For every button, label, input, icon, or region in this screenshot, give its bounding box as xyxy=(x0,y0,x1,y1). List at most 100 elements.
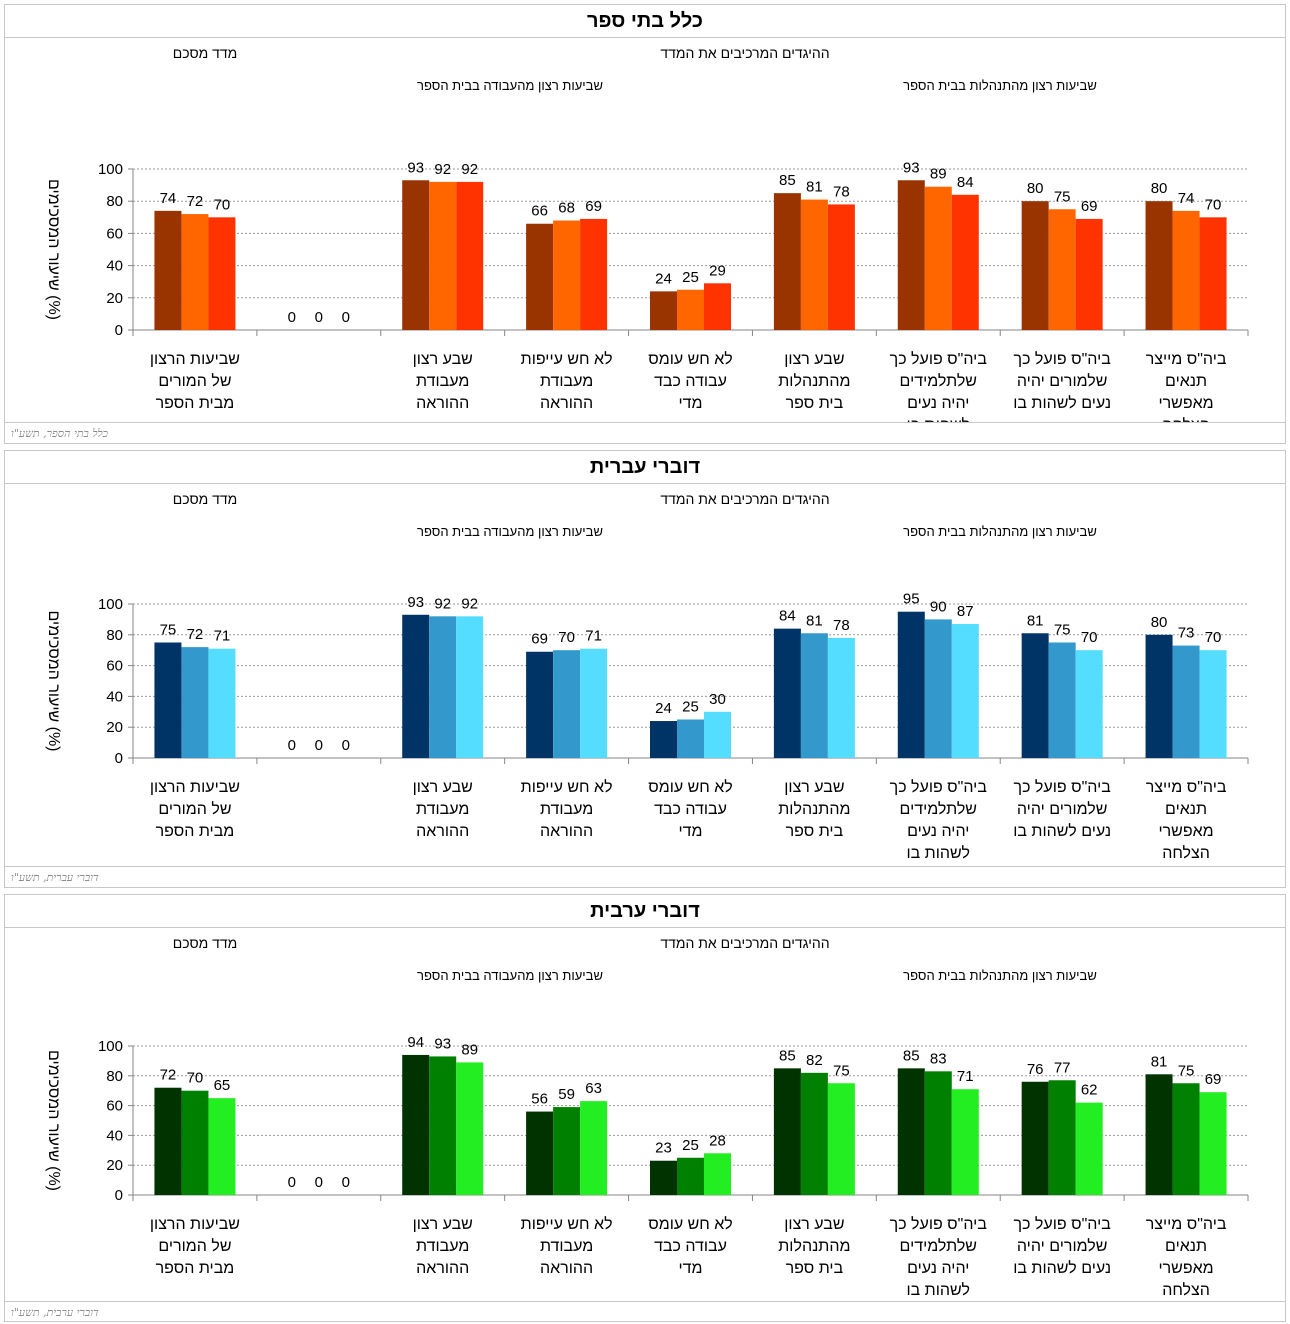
y-tick-label: 80 xyxy=(106,1068,123,1085)
x-category-label: לשהות בו xyxy=(907,844,971,862)
x-category-label: ההוראה xyxy=(416,823,469,840)
bar-series-2 xyxy=(429,1056,457,1195)
data-label: 81 xyxy=(1027,612,1044,629)
bar-series-1 xyxy=(897,180,925,330)
x-category-label: ההוראה xyxy=(416,395,469,412)
bar-series-3 xyxy=(1199,217,1227,330)
data-label: 84 xyxy=(779,608,796,625)
bar-series-2 xyxy=(553,1107,581,1195)
data-label: 72 xyxy=(187,626,204,643)
y-tick-label: 60 xyxy=(106,225,123,242)
data-label: 70 xyxy=(187,1070,204,1087)
x-category-label: ביה"ס מייצר xyxy=(1146,351,1227,368)
bar-series-2 xyxy=(677,289,704,330)
data-label: 81 xyxy=(806,179,823,196)
data-label: 73 xyxy=(1178,625,1195,642)
data-label: 93 xyxy=(407,594,424,611)
x-category-label: נעים לשהות בו xyxy=(1013,1259,1111,1277)
data-label: 75 xyxy=(833,1062,850,1079)
bar-chart-all-schools: מדד מסכם ההיגדים המרכיבים את המדד שביעות ר… xyxy=(45,45,1249,422)
x-category-label: ביה"ס מייצר xyxy=(1146,1216,1227,1233)
x-category-label: לא חש עומס xyxy=(648,350,733,368)
y-tick-label: 40 xyxy=(106,1127,123,1144)
data-label: 25 xyxy=(682,269,699,286)
data-label: 56 xyxy=(531,1091,548,1108)
management-satisfaction-header: שביעות רצון מהתנהלות בבית הספר xyxy=(903,78,1097,93)
data-label: 80 xyxy=(1151,614,1168,631)
bar-series-1 xyxy=(1145,1074,1173,1195)
bar-series-1 xyxy=(526,651,554,758)
data-label: 87 xyxy=(957,603,974,620)
x-category-label: הצלחה xyxy=(1162,844,1210,862)
bar-series-3 xyxy=(456,1062,484,1195)
x-category-label: לשהות בו xyxy=(907,1281,971,1299)
x-category-label: מהתנהלות xyxy=(778,372,850,390)
data-label: 75 xyxy=(160,622,177,639)
data-label: 82 xyxy=(806,1052,823,1069)
bar-series-3 xyxy=(951,1089,979,1195)
data-label: 70 xyxy=(1081,629,1098,646)
y-tick-label: 0 xyxy=(115,322,123,339)
y-tick-label: 40 xyxy=(106,688,123,705)
data-label: 74 xyxy=(1178,190,1195,207)
y-axis-title: שיעור המסכימים (%) xyxy=(45,179,62,320)
x-category-label: של המורים xyxy=(158,1237,231,1255)
x-category-label: שביעות הרצון xyxy=(150,779,240,796)
components-header: ההיגדים המרכיבים את המדד xyxy=(660,45,829,61)
x-category-label: מעבודת xyxy=(416,801,469,818)
x-category-label: ביה"ס פועל כך xyxy=(1014,1215,1112,1233)
bar-series-2 xyxy=(1048,642,1076,758)
x-category-label: שלתלמידים xyxy=(900,1237,977,1255)
x-category-label: ביה"ס פועל כך xyxy=(890,350,988,368)
x-category-label: לא חש עייפות xyxy=(521,1215,613,1233)
x-category-label: ביה"ס מייצר xyxy=(1146,779,1227,796)
data-label: 92 xyxy=(434,161,451,178)
data-label: 69 xyxy=(1081,198,1098,215)
data-label: 24 xyxy=(655,700,672,717)
x-category-label: שבע רצון xyxy=(784,779,844,796)
bar-series-1 xyxy=(1145,201,1173,330)
bar-series-1 xyxy=(1021,1081,1049,1195)
y-tick-label: 0 xyxy=(115,750,123,767)
bar-series-2 xyxy=(553,220,581,330)
x-category-label: עבודה כבד xyxy=(654,1238,727,1255)
data-label: 0 xyxy=(315,309,323,326)
data-label: 90 xyxy=(930,598,947,615)
data-label: 84 xyxy=(957,174,974,191)
bar-series-1 xyxy=(897,1068,925,1195)
x-category-label: ביה"ס פועל כך xyxy=(1014,778,1112,796)
y-tick-label: 0 xyxy=(115,1187,123,1204)
bar-series-2 xyxy=(1172,645,1200,758)
bar-series-3 xyxy=(1199,650,1227,758)
bar-series-3 xyxy=(580,1101,608,1195)
bar-series-1 xyxy=(773,193,801,330)
chart-title: דוברי עברית xyxy=(5,451,1285,484)
data-label: 28 xyxy=(709,1132,726,1149)
data-label: 85 xyxy=(779,1047,796,1064)
x-category-label: בית ספר xyxy=(786,1260,844,1277)
data-label: 0 xyxy=(315,1174,323,1191)
x-category-label: לשהות בו xyxy=(907,416,971,422)
data-label: 69 xyxy=(1205,1071,1222,1088)
bar-series-3 xyxy=(951,194,979,330)
bar-series-2 xyxy=(553,650,581,758)
x-category-label: מאפשרי xyxy=(1158,395,1213,412)
y-tick-label: 20 xyxy=(106,719,123,736)
x-category-label: עבודה כבד xyxy=(654,801,727,818)
chart-title: כלל בתי ספר xyxy=(5,5,1285,38)
chart-panel-all-schools: כלל בתי ספר מדד מסכם ההיגדים המרכיבים את … xyxy=(4,4,1286,444)
data-label: 83 xyxy=(930,1050,947,1067)
components-header: ההיגדים המרכיבים את המדד xyxy=(660,491,829,507)
data-label: 69 xyxy=(585,198,602,215)
bar-series-2 xyxy=(800,199,828,330)
bar-series-3 xyxy=(1199,1092,1227,1195)
data-label: 85 xyxy=(903,1047,920,1064)
x-category-label: ביה"ס פועל כך xyxy=(1014,350,1112,368)
data-label: 0 xyxy=(288,309,296,326)
data-label: 80 xyxy=(1027,180,1044,197)
data-label: 80 xyxy=(1151,180,1168,197)
data-label: 72 xyxy=(187,193,204,210)
data-label: 0 xyxy=(342,309,350,326)
data-label: 70 xyxy=(1205,629,1222,646)
x-category-label: מבית הספר xyxy=(156,1260,235,1277)
